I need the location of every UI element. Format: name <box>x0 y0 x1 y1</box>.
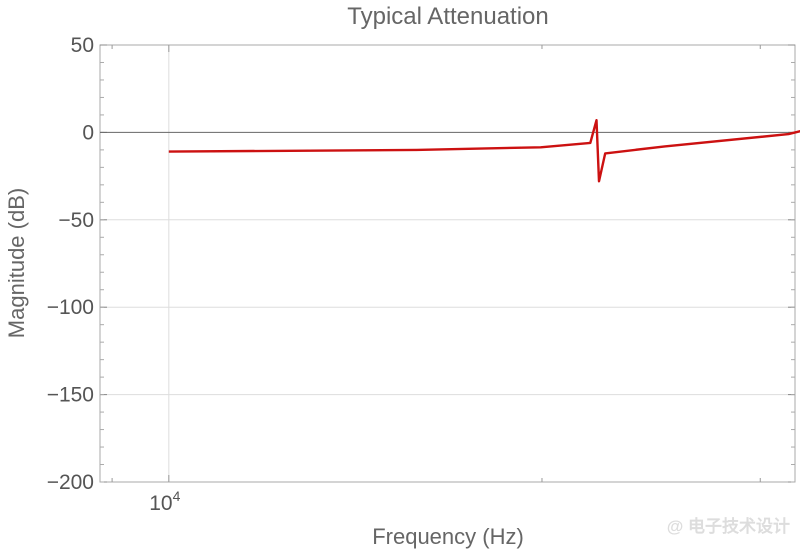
y-tick-label: −100 <box>47 296 94 319</box>
chart-title: Typical Attenuation <box>347 3 548 30</box>
x-tick-label: 104 <box>149 488 180 515</box>
x-axis-label: Frequency (Hz) <box>372 524 524 549</box>
y-tick-label: 0 <box>82 121 94 144</box>
y-tick-label: −150 <box>47 384 94 407</box>
y-tick-label: −50 <box>58 209 94 232</box>
x-tick-exponent: 4 <box>173 488 181 504</box>
y-axis-label: Magnitude (dB) <box>4 188 29 338</box>
watermark: @ 电子技术设计 <box>667 516 790 536</box>
plot-frame <box>99 44 796 483</box>
y-tick-label: 50 <box>71 34 94 57</box>
attenuation-curve <box>168 119 800 183</box>
grid <box>100 44 795 483</box>
x-tick-base: 10 <box>149 492 172 515</box>
y-tick-label: −200 <box>47 471 94 494</box>
minor-ticks <box>100 44 795 483</box>
